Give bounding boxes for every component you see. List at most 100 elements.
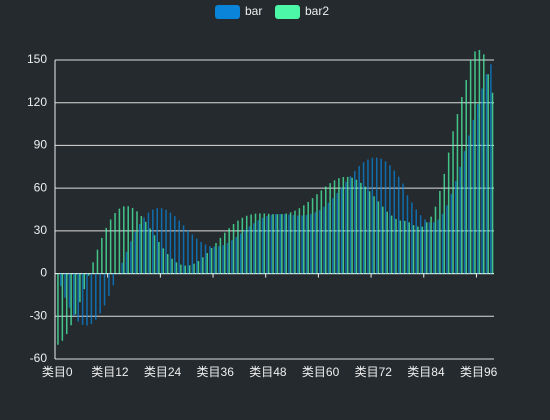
bar xyxy=(465,79,467,274)
bar xyxy=(358,166,360,274)
bar xyxy=(105,227,108,274)
bar xyxy=(434,206,437,274)
bar xyxy=(272,214,274,274)
y-tick-label: 150 xyxy=(27,52,47,66)
bar xyxy=(393,170,396,274)
bar xyxy=(193,263,195,274)
bar xyxy=(323,206,325,274)
bar xyxy=(83,273,86,290)
bar xyxy=(279,214,281,274)
bar xyxy=(182,225,185,274)
bar xyxy=(419,215,422,274)
bar xyxy=(360,182,362,274)
bar xyxy=(206,253,208,274)
bar xyxy=(298,208,301,274)
bar xyxy=(311,198,314,274)
bar xyxy=(384,161,387,274)
y-tick-label: 90 xyxy=(34,138,48,152)
bar xyxy=(367,159,369,274)
bar xyxy=(68,273,71,308)
bar xyxy=(188,265,191,274)
bar xyxy=(276,214,279,274)
bar xyxy=(371,157,374,274)
bar xyxy=(123,206,125,274)
bar xyxy=(472,119,475,274)
x-tick-label: 类目60 xyxy=(302,365,340,379)
bar xyxy=(125,251,128,274)
bar xyxy=(108,273,110,296)
bar xyxy=(210,248,213,274)
legend-label: bar xyxy=(245,4,262,18)
bar xyxy=(162,248,165,274)
bar xyxy=(437,219,439,274)
bar xyxy=(402,183,404,274)
bar xyxy=(301,215,303,274)
bar xyxy=(152,209,154,274)
bar xyxy=(351,177,353,274)
bar xyxy=(95,273,97,320)
bar xyxy=(241,217,244,274)
bar xyxy=(178,220,180,274)
x-tick-label: 类目48 xyxy=(249,365,287,379)
bar xyxy=(336,192,338,274)
bar xyxy=(292,215,295,274)
bar xyxy=(149,228,151,274)
bar xyxy=(456,114,459,274)
bar xyxy=(153,235,156,274)
bar xyxy=(340,187,343,274)
x-tick-label: 类目36 xyxy=(197,365,235,379)
bar xyxy=(121,262,123,274)
bar xyxy=(296,215,299,274)
bar xyxy=(395,218,397,274)
bar xyxy=(349,176,352,274)
bar xyxy=(248,226,251,274)
bar xyxy=(288,214,290,274)
bar xyxy=(204,244,207,274)
bar xyxy=(424,219,426,274)
bar xyxy=(253,223,255,274)
bar xyxy=(354,170,356,274)
bar xyxy=(338,178,340,274)
bar xyxy=(342,177,345,274)
bar xyxy=(468,135,470,274)
x-tick-label: 类目96 xyxy=(460,365,498,379)
bar xyxy=(140,216,143,274)
bar xyxy=(259,213,261,274)
y-tick-label: 120 xyxy=(27,95,47,109)
bar xyxy=(439,190,441,274)
bar xyxy=(305,215,308,274)
bar xyxy=(57,273,59,345)
bar xyxy=(158,241,160,274)
bar xyxy=(195,238,198,274)
bar xyxy=(390,215,393,274)
bar xyxy=(257,220,259,274)
bar xyxy=(406,195,409,274)
x-tick-label: 类目0 xyxy=(42,365,73,379)
bar xyxy=(112,273,115,286)
bar xyxy=(430,216,432,274)
bar xyxy=(77,273,79,322)
bar xyxy=(307,201,309,274)
bar xyxy=(397,176,400,274)
bar xyxy=(478,50,481,274)
bar xyxy=(324,186,327,274)
bar xyxy=(171,258,173,274)
bar xyxy=(116,273,119,275)
bar xyxy=(474,51,476,274)
bar xyxy=(166,254,169,274)
bar xyxy=(428,222,431,274)
bar xyxy=(86,273,88,326)
y-tick-label: 60 xyxy=(34,180,48,194)
bar xyxy=(281,214,283,274)
bar xyxy=(250,214,252,274)
bar xyxy=(275,214,277,274)
bar xyxy=(232,224,235,274)
bar xyxy=(310,214,312,274)
bar xyxy=(454,181,457,274)
bar xyxy=(481,88,483,274)
bar xyxy=(209,246,211,274)
bar xyxy=(92,262,94,274)
bar xyxy=(433,222,435,274)
bar xyxy=(450,193,453,274)
bar xyxy=(217,246,220,274)
